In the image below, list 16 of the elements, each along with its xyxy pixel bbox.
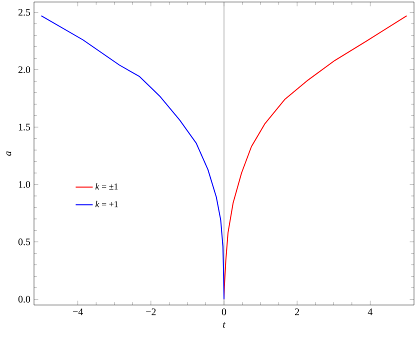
legend-label: k = ±1 — [95, 183, 118, 190]
line-series — [40, 15, 225, 300]
y-tick-label: 2.5 — [18, 8, 30, 16]
y-tick-label: 0.5 — [18, 238, 30, 246]
x-tick-label: 4 — [368, 308, 372, 316]
legend-label: k = +1 — [95, 200, 118, 208]
x-axis-title: t — [223, 322, 226, 328]
y-tick-label: 1.0 — [18, 181, 30, 188]
x-tick-label: 0 — [222, 308, 226, 316]
y-tick-label: 2.0 — [18, 66, 30, 74]
x-tick-label: −2 — [146, 308, 156, 316]
y-axis-title: a — [6, 151, 12, 156]
x-tick-label: −4 — [73, 308, 83, 316]
y-tick-label: 0.0 — [18, 296, 30, 303]
y-tick-label: 1.5 — [18, 124, 30, 130]
x-tick-label: 2 — [295, 308, 300, 316]
